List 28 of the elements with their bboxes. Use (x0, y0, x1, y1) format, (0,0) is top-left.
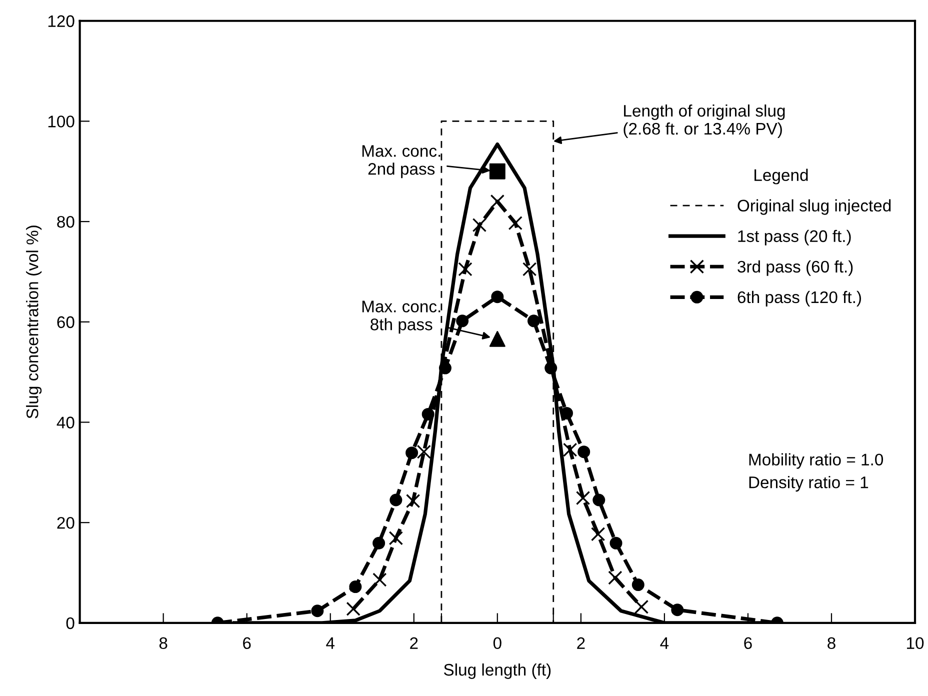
x-axis-title: Slug length (ft) (444, 663, 551, 679)
y-tick-label: 40 (56, 416, 74, 428)
x-tick-label: 8 (828, 637, 836, 650)
y-tick-label: 100 (48, 116, 74, 128)
legend-label: 1st pass (20 ft.) (738, 230, 851, 246)
legend-label: 3rd pass (60 ft.) (738, 260, 853, 276)
annotation: Max. conc. 8th pass (362, 300, 440, 334)
y-tick-label: 60 (57, 316, 74, 328)
y-tick-label: 120 (48, 15, 74, 28)
y-tick-label: 80 (57, 216, 74, 228)
x-tick-label: 4 (326, 637, 335, 649)
legend-label: 6th pass (120 ft.) (738, 290, 861, 306)
x-tick-label: 10 (907, 637, 924, 650)
x-tick-label: 4 (660, 637, 669, 649)
x-tick-label: 6 (243, 637, 251, 650)
x-tick-label: 2 (577, 637, 585, 649)
x-tick-label: 0 (493, 637, 502, 650)
y-tick-label: 20 (57, 516, 74, 529)
legend-label: Original slug injected (738, 199, 891, 215)
x-tick-label: 2 (410, 637, 418, 649)
y-tick-label: 0 (66, 617, 74, 630)
x-tick-label: 8 (159, 637, 168, 650)
y-axis-title: Slug concentration (vol %) (26, 226, 42, 418)
annotation: Length of original slug (2.68 ft. or 13.4% PV) (624, 104, 785, 138)
annotation: Max. conc. 2nd pass (362, 145, 440, 178)
annotation: Mobility ratio = 1.0 Density ratio = 1 (749, 453, 884, 492)
legend-title: Legend (754, 168, 808, 184)
x-tick-label: 6 (744, 637, 752, 650)
